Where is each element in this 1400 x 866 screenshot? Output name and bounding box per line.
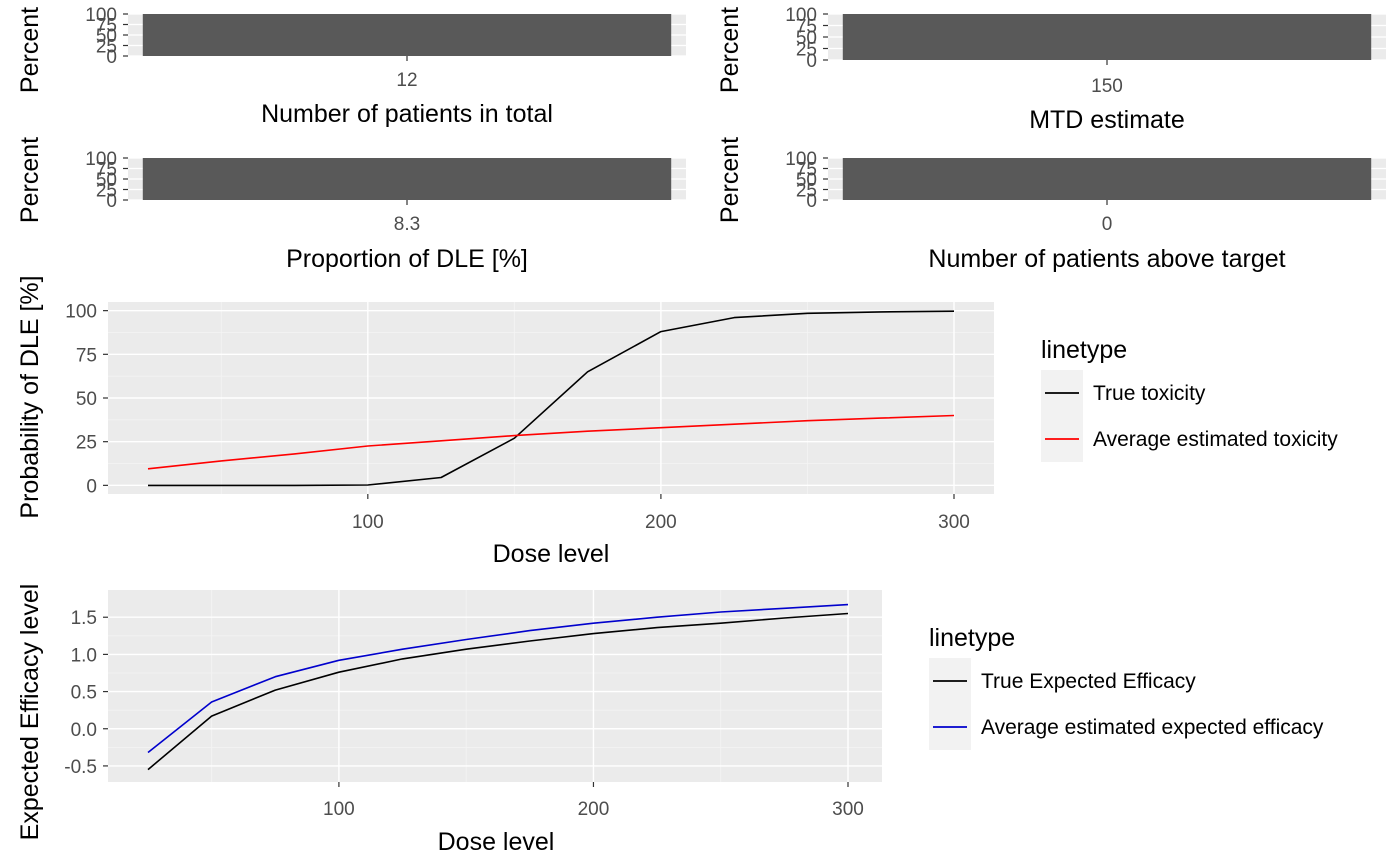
y-axis-label: Expected Efficacy level (16, 584, 44, 841)
y-tick-label: 0 (806, 191, 817, 212)
y-tick-label: 75 (796, 160, 817, 181)
y-tick-label: 25 (796, 181, 817, 202)
x-tick-label: 200 (645, 512, 677, 533)
legend-label: True toxicity (1093, 382, 1206, 405)
y-tick-label: 0 (106, 47, 117, 68)
panel-dle-probability: 0 25 50 75 100 100 200 300 Dose level Probability… (16, 275, 1338, 568)
y-tick-label: 75 (96, 160, 117, 181)
y-axis-label: Percent (716, 7, 744, 93)
legend-label: Average estimated toxicity (1093, 428, 1338, 451)
histogram-bar (842, 158, 1372, 200)
y-tick-label: -0.5 (64, 757, 97, 778)
true-toxicity-line (148, 310, 955, 487)
x-tick-label: 100 (323, 799, 355, 820)
y-tick-label: 50 (96, 26, 117, 47)
x-tick-label: 0 (1102, 214, 1113, 235)
y-tick-label: 1.0 (71, 645, 97, 666)
y-tick-label: 1.5 (71, 608, 97, 629)
y-tick-label: 75 (76, 345, 97, 366)
x-axis-label: MTD estimate (1029, 106, 1185, 134)
y-tick-label: 25 (96, 181, 117, 202)
y-tick-label: 0.5 (71, 683, 97, 704)
y-tick-label: 25 (796, 40, 817, 61)
x-axis-label: Dose level (493, 540, 610, 568)
panel-expected-efficacy: -0.5 0.0 0.5 1.0 1.5 100 200 300 Dose level Expec… (16, 584, 1324, 856)
histogram-bar (142, 14, 672, 56)
y-axis-label: Probability of DLE [%] (16, 275, 44, 518)
y-tick-label: 50 (796, 170, 817, 191)
y-tick-label: 75 (796, 17, 817, 38)
y-tick-label: 100 (785, 5, 817, 26)
x-tick-label: 300 (832, 799, 864, 820)
plot-panel (108, 590, 882, 782)
y-axis-label: Percent (16, 7, 44, 93)
x-tick-label: 300 (938, 512, 970, 533)
x-axis-label: Proportion of DLE [%] (286, 245, 528, 273)
x-tick-label: 8.3 (394, 214, 420, 235)
x-tick-label: 150 (1091, 76, 1123, 97)
y-tick-label: 50 (76, 389, 97, 410)
y-axis-label: Percent (716, 137, 744, 223)
average-estimated-expected-efficacy-line (147, 603, 849, 754)
y-tick-label: 25 (96, 37, 117, 58)
y-tick-label: 0 (106, 191, 117, 212)
x-axis-label: Dose level (438, 828, 555, 856)
legend-label: Average estimated expected efficacy (981, 716, 1324, 739)
histogram-bar (842, 14, 1372, 60)
legend-label: True Expected Efficacy (981, 670, 1196, 693)
x-tick-label: 12 (396, 70, 417, 91)
legend-title: linetype (929, 624, 1015, 652)
x-tick-label: 200 (578, 799, 610, 820)
y-tick-label: 100 (85, 149, 117, 170)
y-tick-label: 100 (85, 5, 117, 26)
y-axis-label: Percent (16, 137, 44, 223)
x-axis-label: Number of patients above target (928, 245, 1285, 273)
y-tick-label: 50 (96, 170, 117, 191)
true-expected-efficacy-line (147, 612, 849, 771)
y-tick-label: 0.0 (71, 720, 97, 741)
y-tick-label: 0 (86, 476, 97, 497)
legend-title: linetype (1041, 336, 1127, 364)
y-tick-label: 50 (796, 28, 817, 49)
y-tick-label: 100 (65, 302, 97, 323)
y-tick-label: 75 (96, 16, 117, 37)
x-tick-label: 100 (352, 512, 384, 533)
y-tick-label: 25 (76, 433, 97, 454)
y-tick-label: 100 (785, 149, 817, 170)
x-axis-label: Number of patients in total (261, 100, 553, 128)
average-estimated-toxicity-line (147, 414, 955, 470)
y-tick-label: 0 (806, 51, 817, 72)
histogram-bar (142, 158, 672, 200)
